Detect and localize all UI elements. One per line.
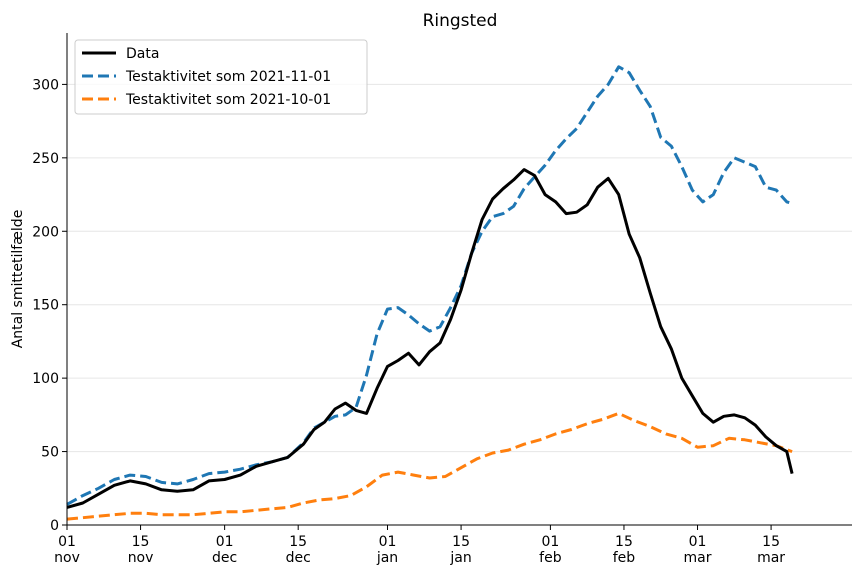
x-tick-month-label: nov: [128, 550, 154, 566]
legend-entry-label: Testaktivitet som 2021-10-01: [125, 92, 331, 108]
x-ticks: 01nov15nov01dec15dec01jan15jan01feb15feb…: [54, 525, 785, 566]
series-line: [66, 411, 793, 521]
y-tick-label: 150: [32, 298, 59, 314]
series-lines: [66, 65, 794, 521]
x-tick-day-label: 15: [615, 534, 633, 550]
y-tick-label: 300: [32, 77, 59, 93]
y-tick-label: 250: [32, 151, 59, 167]
x-tick-day-label: 15: [289, 534, 307, 550]
x-tick-month-label: feb: [539, 550, 562, 566]
y-axis-label: Antal smittetilfælde: [10, 210, 26, 349]
legend-entry-label: Data: [126, 46, 159, 62]
gridlines: [67, 83, 852, 453]
legend-entry-label: Testaktivitet som 2021-11-01: [125, 69, 331, 85]
x-tick-day-label: 15: [762, 534, 780, 550]
x-tick-day-label: 15: [132, 534, 150, 550]
series-line: [66, 168, 794, 509]
y-tick-label: 200: [32, 224, 59, 240]
x-tick-day-label: 01: [216, 534, 234, 550]
x-tick-day-label: 01: [689, 534, 707, 550]
legend-box: [74, 39, 368, 115]
legend: Data Testaktivitet som 2021-11-01 Testakti…: [74, 39, 368, 115]
x-tick-month-label: jan: [449, 550, 471, 566]
x-tick-day-label: 01: [541, 534, 559, 550]
x-tick-month-label: jan: [376, 550, 398, 566]
x-tick-day-label: 01: [58, 534, 76, 550]
y-tick-label: 0: [50, 518, 59, 534]
x-tick-month-label: feb: [613, 550, 636, 566]
x-tick-month-label: dec: [286, 550, 311, 566]
y-ticks: 0 50 100 150 200 250 300: [32, 77, 67, 534]
x-tick-day-label: 01: [379, 534, 397, 550]
x-tick-month-label: dec: [212, 550, 237, 566]
x-tick-month-label: mar: [684, 550, 712, 566]
chart-title: Ringsted: [423, 11, 498, 31]
y-tick-label: 50: [41, 445, 59, 461]
x-tick-month-label: nov: [54, 550, 80, 566]
axes: [66, 33, 852, 526]
y-tick-label: 100: [32, 371, 59, 387]
x-tick-day-label: 15: [452, 534, 470, 550]
x-tick-month-label: mar: [757, 550, 785, 566]
